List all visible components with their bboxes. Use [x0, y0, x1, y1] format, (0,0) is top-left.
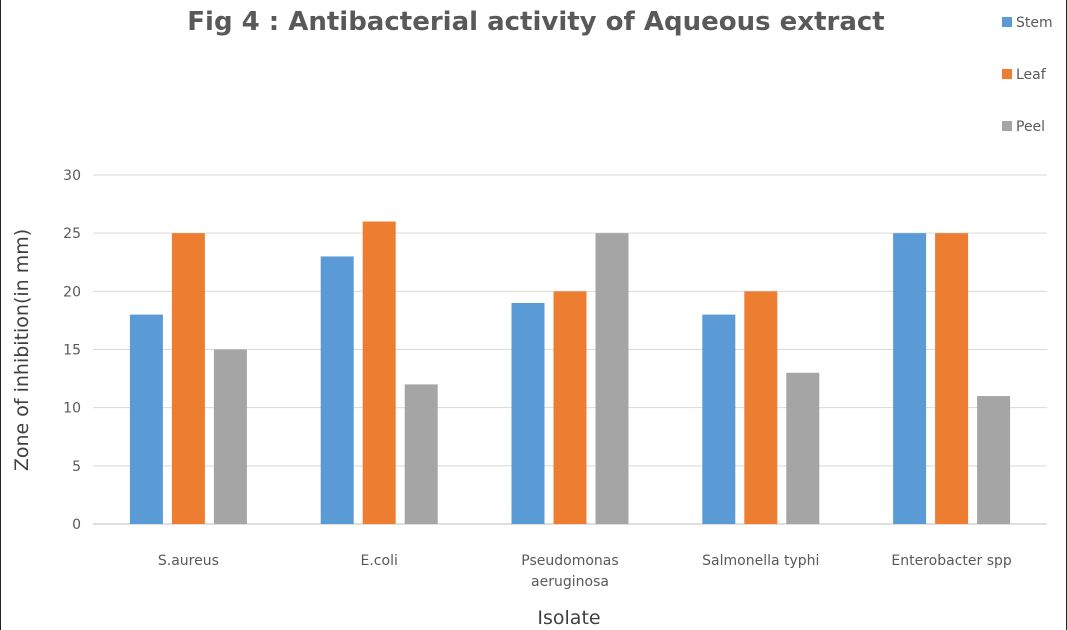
x-tick-label: Salmonella typhi [702, 553, 819, 569]
bar-leaf [171, 233, 205, 524]
bar-peel [595, 233, 629, 524]
bar-peel [786, 372, 820, 524]
y-axis: 0 5 10 15 20 25 30 [63, 168, 81, 533]
bars [129, 221, 1011, 525]
bar-peel [404, 384, 438, 524]
y-tick-label: 25 [63, 226, 81, 242]
y-tick-label: 5 [72, 459, 81, 475]
legend-swatch [1002, 17, 1012, 27]
y-tick-label: 20 [63, 284, 81, 300]
bar-leaf [362, 221, 396, 525]
legend-label: Stem [1016, 15, 1053, 31]
x-tick-label: aeruginosa [531, 574, 609, 590]
bar-leaf [553, 291, 587, 524]
y-tick-label: 10 [63, 401, 81, 417]
x-tick-label: Enterobacter spp [891, 553, 1011, 569]
x-tick-label: S.aureus [158, 553, 219, 569]
chart-title: Fig 4 : Antibacterial activity of Aqueou… [187, 7, 884, 37]
bar-stem [511, 302, 545, 524]
x-axis-title: Isolate [537, 607, 600, 629]
y-tick-label: 15 [63, 343, 81, 359]
legend-swatch [1002, 121, 1012, 131]
y-tick-label: 30 [63, 168, 81, 184]
bar-leaf [744, 291, 778, 524]
bar-stem [893, 233, 927, 524]
y-tick-label: 0 [72, 517, 81, 533]
x-tick-label: Pseudomonas [521, 553, 618, 569]
bar-leaf [935, 233, 969, 524]
bar-peel [977, 396, 1011, 524]
bar-stem [129, 314, 163, 524]
x-axis: S.aureus E.coli Pseudomonas aeruginosa Salmo… [158, 553, 1012, 590]
x-tick-label: E.coli [361, 553, 398, 569]
legend-label: Peel [1016, 119, 1045, 135]
bar-peel [213, 349, 247, 524]
legend-label: Leaf [1016, 67, 1047, 83]
legend: Stem Leaf Peel [1002, 15, 1053, 135]
bar-stem [702, 314, 736, 524]
bar-stem [320, 256, 354, 524]
y-axis-title: Zone of inhibition(in mm) [11, 229, 33, 471]
legend-swatch [1002, 69, 1012, 79]
